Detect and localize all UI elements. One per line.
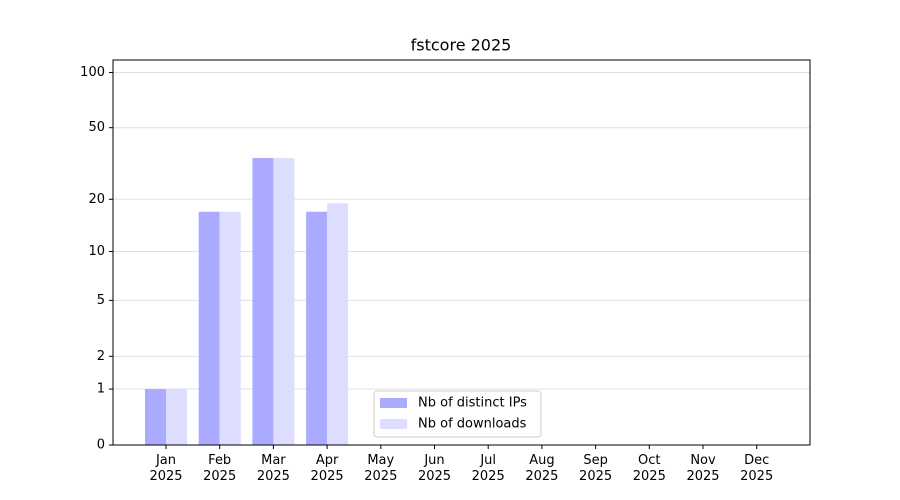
x-tick-label: Dec 2025 (740, 453, 774, 484)
y-tick-label: 10 (88, 244, 105, 259)
y-tick-label: 50 (88, 120, 105, 135)
x-tick-label: Feb 2025 (203, 453, 237, 484)
legend: Nb of distinct IPs Nb of downloads (373, 390, 542, 438)
x-tick-label: Aug 2025 (525, 453, 559, 484)
y-tick-label: 5 (97, 293, 105, 308)
y-tick-label: 100 (80, 65, 105, 80)
bar (252, 158, 274, 445)
bar (327, 203, 349, 445)
bar (306, 211, 328, 445)
bar (166, 389, 187, 445)
chart-title: fstcore 2025 (411, 36, 512, 55)
bar (198, 211, 220, 445)
legend-swatch (380, 419, 407, 429)
legend-label: Nb of distinct IPs (418, 396, 527, 411)
x-tick-label: May 2025 (364, 453, 398, 484)
legend-box (373, 390, 542, 438)
x-tick-label: Jun 2025 (417, 453, 452, 484)
x-tick-label: Apr 2025 (310, 453, 344, 484)
x-tick-label: Mar 2025 (256, 453, 290, 484)
x-tick-label: Jul 2025 (471, 453, 505, 484)
y-tick-label: 0 (97, 438, 105, 453)
bar (273, 158, 295, 445)
plot-frame (112, 59, 811, 446)
x-tick-label: Oct 2025 (632, 453, 666, 484)
x-tick-label: Jan 2025 (149, 453, 183, 484)
bar (145, 389, 166, 445)
legend-label: Nb of downloads (418, 417, 527, 432)
x-tick-label: Nov 2025 (686, 453, 720, 484)
legend-swatch (380, 398, 407, 408)
y-tick-label: 20 (88, 192, 105, 207)
y-tick-label: 1 (97, 382, 105, 397)
y-tick-label: 2 (97, 349, 105, 364)
bar (219, 211, 241, 445)
x-tick-label: Sep 2025 (579, 453, 613, 484)
